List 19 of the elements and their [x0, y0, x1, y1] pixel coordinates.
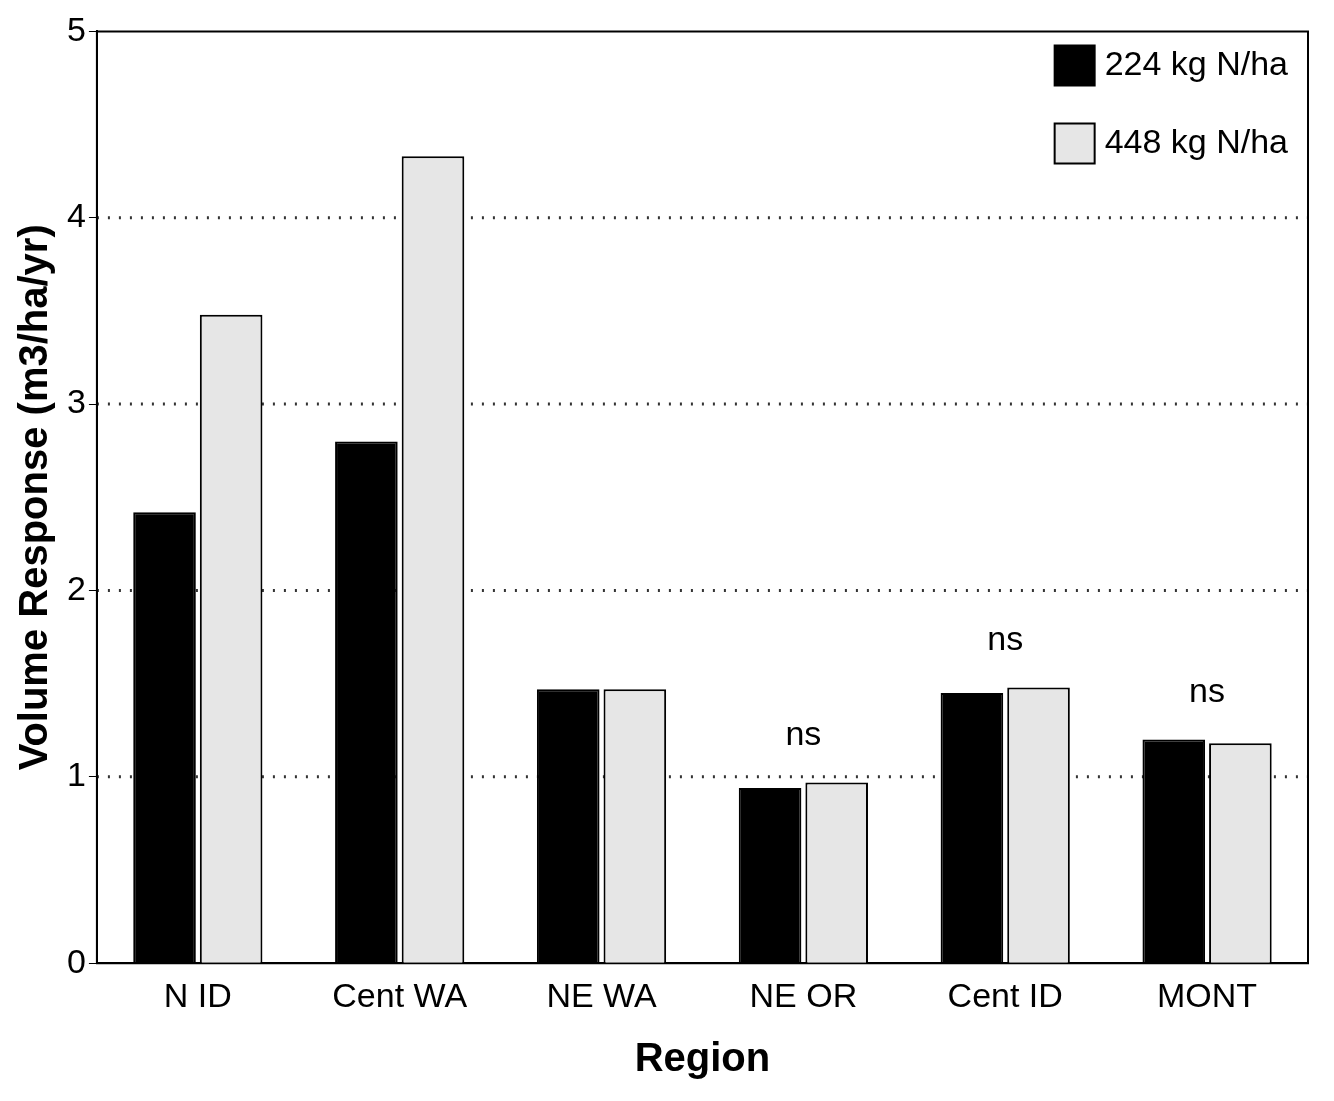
x-axis-title: Region — [634, 1035, 771, 1080]
y-tick-label: 2 — [66, 568, 86, 607]
y-axis-title: Volume Response (m3/ha/yr) — [11, 224, 56, 771]
x-tick-label: NE OR — [749, 975, 858, 1014]
y-tick-label: 0 — [66, 941, 86, 980]
y-tick-label: 1 — [66, 755, 86, 794]
legend-label: 448 kg N/ha — [1104, 121, 1289, 160]
x-tick-label: Cent ID — [947, 975, 1063, 1014]
legend-label: 224 kg N/ha — [1104, 43, 1289, 82]
annotation: ns — [785, 713, 822, 752]
annotation: ns — [987, 618, 1024, 657]
x-tick-label: MONT — [1157, 975, 1258, 1014]
y-tick-label: 4 — [66, 196, 86, 235]
y-tick-label: 3 — [66, 382, 86, 421]
x-tick-label: N ID — [163, 975, 232, 1014]
x-tick-label: NE WA — [546, 975, 657, 1014]
x-tick-label: Cent WA — [332, 975, 468, 1014]
annotation: ns — [1189, 670, 1226, 709]
y-tick-label: 5 — [66, 9, 86, 48]
